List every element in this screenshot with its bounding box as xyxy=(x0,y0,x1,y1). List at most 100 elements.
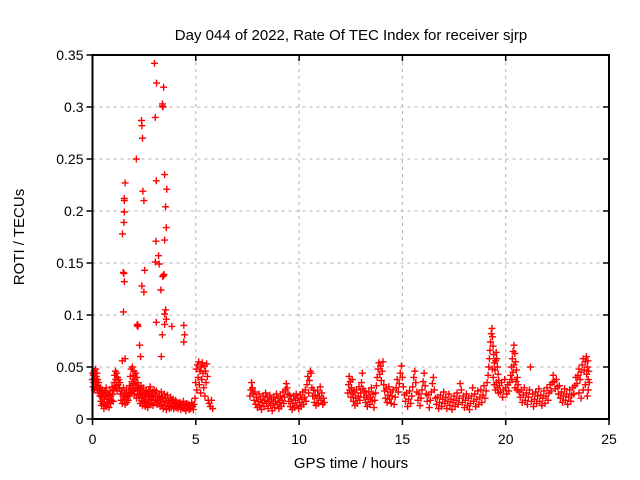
data-point-marker xyxy=(144,404,152,412)
data-point-marker xyxy=(511,350,519,357)
data-point-marker xyxy=(505,387,513,395)
data-point-marker xyxy=(426,396,434,404)
data-point-marker xyxy=(561,385,569,393)
data-point-marker xyxy=(544,396,552,404)
data-point-marker xyxy=(248,379,256,387)
data-point-marker xyxy=(310,398,318,406)
data-point-marker xyxy=(493,355,501,363)
tick-labels: 0 5 10 15 20 25 0 0.05 0.1 0.15 0.2 0.25 0.3 0.35 xyxy=(56,47,617,447)
data-point-marker xyxy=(137,353,145,361)
data-point-marker xyxy=(162,306,170,314)
data-point-marker xyxy=(583,392,591,400)
data-point-marker xyxy=(443,405,451,413)
data-point-marker xyxy=(161,310,169,318)
data-point-marker xyxy=(471,390,479,398)
data-point-marker xyxy=(585,367,593,375)
data-point-marker xyxy=(140,288,148,296)
data-point-marker xyxy=(348,384,356,392)
data-point-marker xyxy=(574,371,582,379)
data-point-marker xyxy=(388,392,396,400)
data-point-marker xyxy=(446,402,454,409)
data-point-marker xyxy=(304,372,312,380)
data-point-marker xyxy=(120,308,127,316)
data-point-marker xyxy=(480,382,488,390)
data-point-marker xyxy=(113,369,121,377)
data-point-marker xyxy=(194,373,202,381)
data-point-marker xyxy=(195,358,203,366)
data-point-marker xyxy=(583,363,591,371)
data-point-marker xyxy=(157,286,165,294)
data-point-marker xyxy=(355,383,363,391)
data-point-marker xyxy=(478,398,486,406)
data-point-marker xyxy=(405,395,413,403)
data-point-marker xyxy=(345,372,353,380)
y-tick-label: 0.05 xyxy=(56,359,83,375)
data-point-marker xyxy=(318,389,326,397)
data-point-marker xyxy=(144,395,152,403)
data-point-marker xyxy=(120,195,128,202)
data-point-marker xyxy=(160,83,168,91)
data-point-marker xyxy=(484,371,492,379)
data-point-marker xyxy=(377,362,384,370)
data-point-marker xyxy=(157,353,165,361)
data-point-marker xyxy=(162,203,170,211)
data-point-marker xyxy=(191,394,199,402)
data-point-marker xyxy=(132,369,140,377)
data-point-marker xyxy=(509,368,517,376)
data-point-marker xyxy=(406,387,414,395)
data-point-marker xyxy=(487,338,495,346)
data-point-marker xyxy=(419,378,427,386)
data-point-marker xyxy=(133,373,141,381)
data-point-marker xyxy=(488,325,496,332)
data-point-marker xyxy=(145,387,153,395)
data-point-marker xyxy=(543,384,551,392)
data-point-marker xyxy=(540,387,548,395)
data-point-marker xyxy=(486,346,494,354)
data-point-marker xyxy=(132,155,140,163)
data-point-marker xyxy=(576,376,584,383)
data-point-marker xyxy=(182,407,190,415)
data-point-marker xyxy=(474,387,482,395)
y-tick-label: 0.35 xyxy=(56,47,83,63)
data-point-marker xyxy=(192,379,200,387)
data-point-marker xyxy=(266,391,274,399)
data-point-marker xyxy=(316,383,324,391)
data-point-marker xyxy=(358,379,365,387)
data-point-marker xyxy=(375,359,383,367)
data-point-marker xyxy=(194,361,201,369)
data-point-marker xyxy=(320,394,327,402)
data-point-marker xyxy=(493,363,501,371)
data-point-marker xyxy=(305,389,313,397)
data-point-marker xyxy=(202,367,209,375)
data-point-marker xyxy=(580,366,588,374)
data-point-marker xyxy=(411,367,419,375)
data-point-marker xyxy=(455,394,463,402)
data-point-marker xyxy=(163,185,171,193)
x-tick-label: 25 xyxy=(601,431,617,447)
data-point-marker xyxy=(151,113,159,121)
data-point-marker xyxy=(425,404,433,412)
data-point-marker xyxy=(582,353,590,361)
y-axis-label: ROTI / TECUs xyxy=(11,189,28,285)
y-tick-label: 0.15 xyxy=(56,255,83,271)
data-point-marker xyxy=(513,373,521,381)
chart-title: Day 044 of 2022, Rate Of TEC Index for r… xyxy=(175,27,527,44)
x-axis-label: GPS time / hours xyxy=(294,455,408,472)
data-point-marker xyxy=(489,342,497,350)
data-point-marker xyxy=(302,397,310,405)
data-point-marker xyxy=(430,386,438,394)
data-point-marker xyxy=(208,396,215,404)
data-point-marker xyxy=(510,361,518,369)
data-point-marker xyxy=(151,258,159,266)
data-point-marker xyxy=(248,384,256,392)
data-point-marker xyxy=(409,383,417,391)
data-point-marker xyxy=(303,381,311,389)
data-point-marker xyxy=(192,365,200,373)
data-point-marker xyxy=(469,384,477,392)
data-point-marker xyxy=(93,369,101,377)
data-point-marker xyxy=(138,282,146,290)
data-point-marker xyxy=(102,384,110,392)
data-point-marker xyxy=(453,389,461,397)
data-point-marker xyxy=(126,392,134,400)
data-point-marker xyxy=(168,322,176,330)
